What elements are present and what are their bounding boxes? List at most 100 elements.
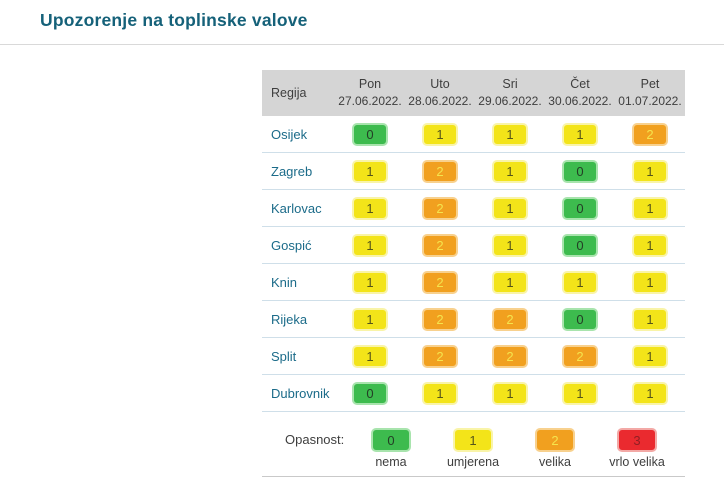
column-header-fri: Pet 01.07.2022. [615, 75, 685, 111]
legend-badge: 1 [453, 428, 493, 452]
warning-cell: 2 [405, 233, 475, 257]
warning-cell: 0 [335, 122, 405, 146]
warning-level-badge: 0 [352, 122, 388, 146]
region-link[interactable]: Rijeka [271, 311, 308, 327]
warning-cell: 1 [545, 381, 615, 405]
warning-level-badge: 1 [352, 233, 388, 257]
warning-cell: 2 [405, 307, 475, 331]
region-link[interactable]: Split [271, 348, 297, 364]
legend-label: Opasnost: [285, 432, 345, 447]
warning-level-badge: 1 [632, 381, 668, 405]
warning-level-badge: 1 [352, 344, 388, 368]
legend-item-label: nema [375, 455, 407, 469]
column-header-wed: Sri 29.06.2022. [475, 75, 545, 111]
warning-level-badge: 2 [492, 307, 528, 331]
table-header-row: Regija Pon 27.06.2022. Uto 28.06.2022. S… [262, 70, 685, 116]
warning-cell: 1 [615, 159, 685, 183]
warning-cell: 1 [615, 344, 685, 368]
warning-cell: 2 [405, 159, 475, 183]
warning-level-badge: 1 [352, 270, 388, 294]
warning-level-badge: 2 [632, 122, 668, 146]
legend-badge: 3 [617, 428, 657, 452]
region-link[interactable]: Dubrovnik [271, 385, 330, 401]
legend-item: 3 vrlo velika [596, 428, 678, 469]
warning-cell: 1 [615, 381, 685, 405]
warning-cell: 1 [475, 159, 545, 183]
warning-cell: 0 [545, 233, 615, 257]
warning-level-badge: 1 [562, 381, 598, 405]
table-body: Osijek 0 1 1 1 2 Zagreb 1 2 1 0 1 Karlovac 1 2 1 0 1 Gospi… [262, 116, 685, 412]
column-header-thu: Čet 30.06.2022. [545, 75, 615, 111]
warning-level-badge: 2 [422, 344, 458, 368]
warning-level-badge: 0 [352, 381, 388, 405]
region-link[interactable]: Zagreb [271, 163, 313, 179]
warning-cell: 1 [475, 122, 545, 146]
table-row: Karlovac 1 2 1 0 1 [262, 190, 685, 227]
warning-cell: 1 [475, 196, 545, 220]
warning-cell: 0 [545, 307, 615, 331]
warning-level-badge: 1 [492, 159, 528, 183]
legend: Opasnost: 0 nema 1 umjerena 2 velika 3 vrlo vel… [262, 412, 685, 477]
title-divider [0, 44, 724, 45]
column-header-tue: Uto 28.06.2022. [405, 75, 475, 111]
warning-level-badge: 1 [562, 122, 598, 146]
table-row: Zagreb 1 2 1 0 1 [262, 153, 685, 190]
warning-level-badge: 2 [422, 307, 458, 331]
warning-level-badge: 0 [562, 307, 598, 331]
warning-level-badge: 0 [562, 196, 598, 220]
header-day-text: Čet [570, 77, 590, 92]
warning-level-badge: 0 [562, 233, 598, 257]
warning-cell: 2 [475, 307, 545, 331]
warning-cell: 1 [545, 270, 615, 294]
warning-level-badge: 2 [422, 270, 458, 294]
warning-cell: 1 [475, 381, 545, 405]
warning-cell: 1 [615, 307, 685, 331]
warning-cell: 1 [615, 196, 685, 220]
heatwave-warning-table: Regija Pon 27.06.2022. Uto 28.06.2022. S… [262, 70, 685, 477]
table-row: Split 1 2 2 2 1 [262, 338, 685, 375]
warning-cell: 2 [405, 196, 475, 220]
header-date-text: 29.06.2022. [478, 94, 542, 109]
warning-level-badge: 1 [632, 270, 668, 294]
warning-level-badge: 1 [352, 159, 388, 183]
header-date-text: 01.07.2022. [618, 94, 682, 109]
table-row: Osijek 0 1 1 1 2 [262, 116, 685, 153]
header-day-text: Uto [430, 77, 450, 92]
region-link[interactable]: Gospić [271, 237, 312, 253]
warning-level-badge: 1 [632, 307, 668, 331]
warning-cell: 0 [545, 196, 615, 220]
table-row: Rijeka 1 2 2 0 1 [262, 301, 685, 338]
region-link[interactable]: Karlovac [271, 200, 322, 216]
warning-level-badge: 1 [562, 270, 598, 294]
warning-level-badge: 1 [492, 381, 528, 405]
header-day-text: Sri [502, 77, 518, 92]
legend-item-label: vrlo velika [609, 455, 665, 469]
column-header-region: Regija [271, 85, 307, 100]
warning-level-badge: 2 [562, 344, 598, 368]
warning-cell: 1 [335, 233, 405, 257]
column-header-mon: Pon 27.06.2022. [335, 75, 405, 111]
table-row: Dubrovnik 0 1 1 1 1 [262, 375, 685, 412]
warning-level-badge: 1 [352, 307, 388, 331]
warning-cell: 2 [615, 122, 685, 146]
legend-item: 2 velika [514, 428, 596, 469]
legend-items: 0 nema 1 umjerena 2 velika 3 vrlo velika [350, 428, 678, 469]
warning-cell: 1 [475, 233, 545, 257]
page-title: Upozorenje na toplinske valove [40, 10, 308, 30]
warning-cell: 1 [615, 233, 685, 257]
warning-level-badge: 2 [422, 196, 458, 220]
legend-badge: 2 [535, 428, 575, 452]
warning-cell: 1 [405, 122, 475, 146]
legend-badge: 0 [371, 428, 411, 452]
warning-level-badge: 1 [492, 233, 528, 257]
warning-level-badge: 1 [352, 196, 388, 220]
warning-level-badge: 1 [632, 344, 668, 368]
region-link[interactable]: Knin [271, 274, 298, 290]
warning-cell: 1 [545, 122, 615, 146]
warning-cell: 2 [545, 344, 615, 368]
header-day-text: Pon [358, 77, 382, 92]
region-link[interactable]: Osijek [271, 126, 308, 142]
warning-level-badge: 1 [632, 159, 668, 183]
warning-level-badge: 1 [632, 196, 668, 220]
warning-cell: 2 [475, 344, 545, 368]
